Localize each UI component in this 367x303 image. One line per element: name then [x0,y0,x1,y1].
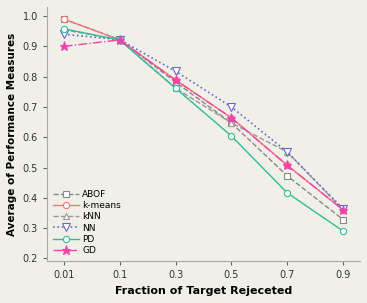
GD [341,208,345,212]
Line: NN: NN [60,30,347,213]
k-means [285,164,290,167]
kNN [285,150,290,154]
ABOF [341,218,345,221]
kNN [117,38,122,42]
NN [229,105,234,109]
NN [117,38,122,42]
PD [341,229,345,233]
kNN [341,208,345,212]
ABOF [117,38,122,42]
GD [62,45,66,48]
NN [62,32,66,36]
kNN [229,121,234,125]
NN [285,150,290,154]
ABOF [173,80,178,84]
GD [117,38,122,42]
PD [229,134,234,138]
Legend: ABOF, k-means, kNN, NN, PD, GD: ABOF, k-means, kNN, NN, PD, GD [51,188,123,257]
kNN [62,28,66,32]
k-means [341,208,345,212]
PD [117,38,122,42]
PD [285,191,290,195]
k-means [117,38,122,42]
Line: GD: GD [59,35,348,215]
PD [62,27,66,31]
GD [229,116,234,120]
Line: ABOF: ABOF [61,16,346,223]
ABOF [285,174,290,178]
PD [173,86,178,90]
k-means [173,78,178,82]
NN [173,69,178,73]
GD [285,164,290,167]
Line: kNN: kNN [61,27,346,213]
GD [173,78,178,82]
kNN [173,86,178,90]
ABOF [229,121,234,125]
X-axis label: Fraction of Target Rejeceted: Fraction of Target Rejeceted [115,286,292,296]
NN [341,207,345,211]
Y-axis label: Average of Performance Measures: Average of Performance Measures [7,33,17,236]
ABOF [62,17,66,21]
Line: k-means: k-means [61,16,346,213]
k-means [62,17,66,21]
k-means [229,116,234,120]
Line: PD: PD [61,26,346,234]
